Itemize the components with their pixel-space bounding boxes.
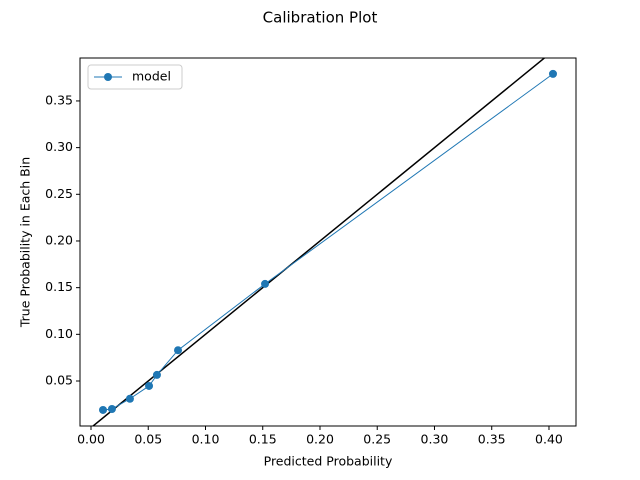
data-point	[99, 405, 108, 414]
data-point	[152, 370, 161, 379]
legend-label: model	[132, 69, 171, 84]
chart-title: Calibration Plot	[263, 9, 378, 27]
x-tick-label: 0.25	[363, 432, 391, 447]
plot-area	[91, 58, 557, 426]
y-tick-label: 0.30	[45, 139, 73, 154]
y-tick-label: 0.25	[45, 186, 73, 201]
y-tick-label: 0.15	[45, 279, 73, 294]
y-tick-label: 0.35	[45, 92, 73, 107]
data-point	[261, 279, 270, 288]
legend-box	[87, 64, 183, 90]
reference-line	[91, 58, 546, 426]
data-point	[145, 381, 154, 390]
x-axis-label: Predicted Probability	[264, 454, 393, 469]
y-tick-label: 0.20	[45, 232, 73, 247]
y-tick-label: 0.10	[45, 326, 73, 341]
x-tick-label: 0.30	[421, 432, 449, 447]
x-tick-label: 0.00	[77, 432, 105, 447]
data-point	[107, 405, 116, 414]
data-point	[548, 69, 557, 78]
y-axis-label: True Probability in Each Bin	[18, 157, 33, 328]
axes-frame	[79, 57, 577, 427]
legend-marker	[104, 73, 112, 81]
y-tick-label: 0.05	[45, 373, 73, 388]
x-tick-label: 0.10	[192, 432, 220, 447]
x-tick-label: 0.15	[249, 432, 277, 447]
x-tick-label: 0.20	[306, 432, 334, 447]
x-tick-label: 0.05	[134, 432, 162, 447]
x-tick-label: 0.40	[535, 432, 563, 447]
legend: model	[87, 64, 183, 90]
data-point	[125, 394, 134, 403]
data-point	[174, 346, 183, 355]
x-tick-label: 0.35	[478, 432, 506, 447]
